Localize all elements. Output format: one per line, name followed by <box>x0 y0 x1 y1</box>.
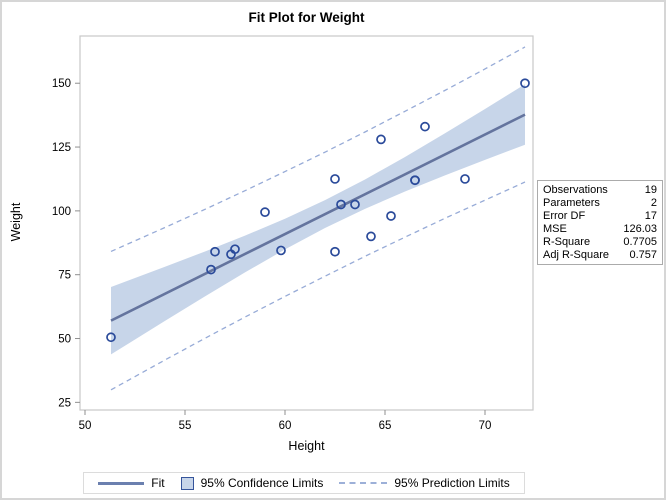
scatter-point <box>350 199 360 210</box>
scatter-point <box>230 244 240 255</box>
x-axis-label: Height <box>288 439 325 453</box>
y-tick-label: 25 <box>58 397 71 409</box>
prediction-limit-lower <box>110 181 526 391</box>
legend-label: 95% Confidence Limits <box>200 476 324 490</box>
y-tick-label: 50 <box>58 334 71 346</box>
legend-item-confidence-limits: 95% Confidence Limits <box>180 476 324 490</box>
scatter-point <box>420 121 430 132</box>
fit-line <box>110 113 526 322</box>
stat-label: MSE <box>543 222 567 235</box>
stats-row-error-df: Error DF 17 <box>543 210 657 223</box>
stat-label: Error DF <box>543 209 586 222</box>
fit-statistics-table: Observations 19 Parameters 2 Error DF 17… <box>537 180 663 266</box>
stat-value: 0.757 <box>629 248 657 261</box>
scatter-point <box>460 174 470 184</box>
scatter-point <box>330 246 340 257</box>
y-tick-label: 150 <box>52 78 71 90</box>
stat-label: Observations <box>543 184 608 196</box>
y-axis-label: Weight <box>9 202 23 242</box>
scatter-point <box>210 246 220 257</box>
scatter-point <box>520 78 530 89</box>
stat-label: Parameters <box>543 196 600 209</box>
x-tick-label: 60 <box>279 420 292 432</box>
stat-value: 2 <box>650 196 657 209</box>
scatter-point <box>336 199 346 210</box>
stats-row-adj-r-square: Adj R-Square 0.757 <box>543 249 657 262</box>
plot-legend: Fit 95% Confidence Limits 95% Prediction… <box>83 472 525 494</box>
y-tick-label: 75 <box>58 270 71 282</box>
stat-value: 0.7705 <box>623 235 657 248</box>
stats-row-observations: Observations 19 <box>543 184 657 197</box>
legend-item-fit: Fit <box>98 476 165 490</box>
prediction-limit-upper <box>110 46 526 253</box>
confidence-band-swatch-icon <box>180 476 194 490</box>
stats-row-mse: MSE 126.03 <box>543 223 657 236</box>
fit-line-swatch-icon <box>98 481 145 485</box>
scatter-point <box>276 245 286 256</box>
prediction-line-swatch-icon <box>339 482 388 484</box>
scatter-point <box>410 175 420 186</box>
stats-row-parameters: Parameters 2 <box>543 197 657 210</box>
scatter-point <box>386 211 396 221</box>
stat-value: 126.03 <box>623 222 657 235</box>
scatter-point <box>376 134 386 145</box>
scatter-point <box>260 207 270 218</box>
scatter-point <box>366 231 376 242</box>
legend-label: Fit <box>151 476 165 490</box>
y-tick-label: 125 <box>52 142 71 154</box>
plot-frame <box>79 35 534 411</box>
x-tick-label: 55 <box>179 420 192 432</box>
confidence-band <box>111 84 525 355</box>
stat-label: R-Square <box>543 235 591 248</box>
y-tick-label: 100 <box>52 206 71 218</box>
stat-value: 17 <box>644 209 657 222</box>
scatter-point <box>106 332 116 343</box>
legend-item-prediction-limits: 95% Prediction Limits <box>339 476 510 490</box>
stat-label: Adj R-Square <box>543 248 610 261</box>
x-tick-label: 50 <box>79 420 92 432</box>
stat-value: 19 <box>644 184 657 196</box>
scatter-point <box>206 264 216 275</box>
scatter-point <box>330 174 340 184</box>
chart-title: Fit Plot for Weight <box>248 10 365 25</box>
x-tick-label: 65 <box>379 420 392 432</box>
x-tick-label: 70 <box>479 420 492 432</box>
legend-label: 95% Prediction Limits <box>394 476 510 490</box>
stats-row-r-square: R-Square 0.7705 <box>543 236 657 249</box>
